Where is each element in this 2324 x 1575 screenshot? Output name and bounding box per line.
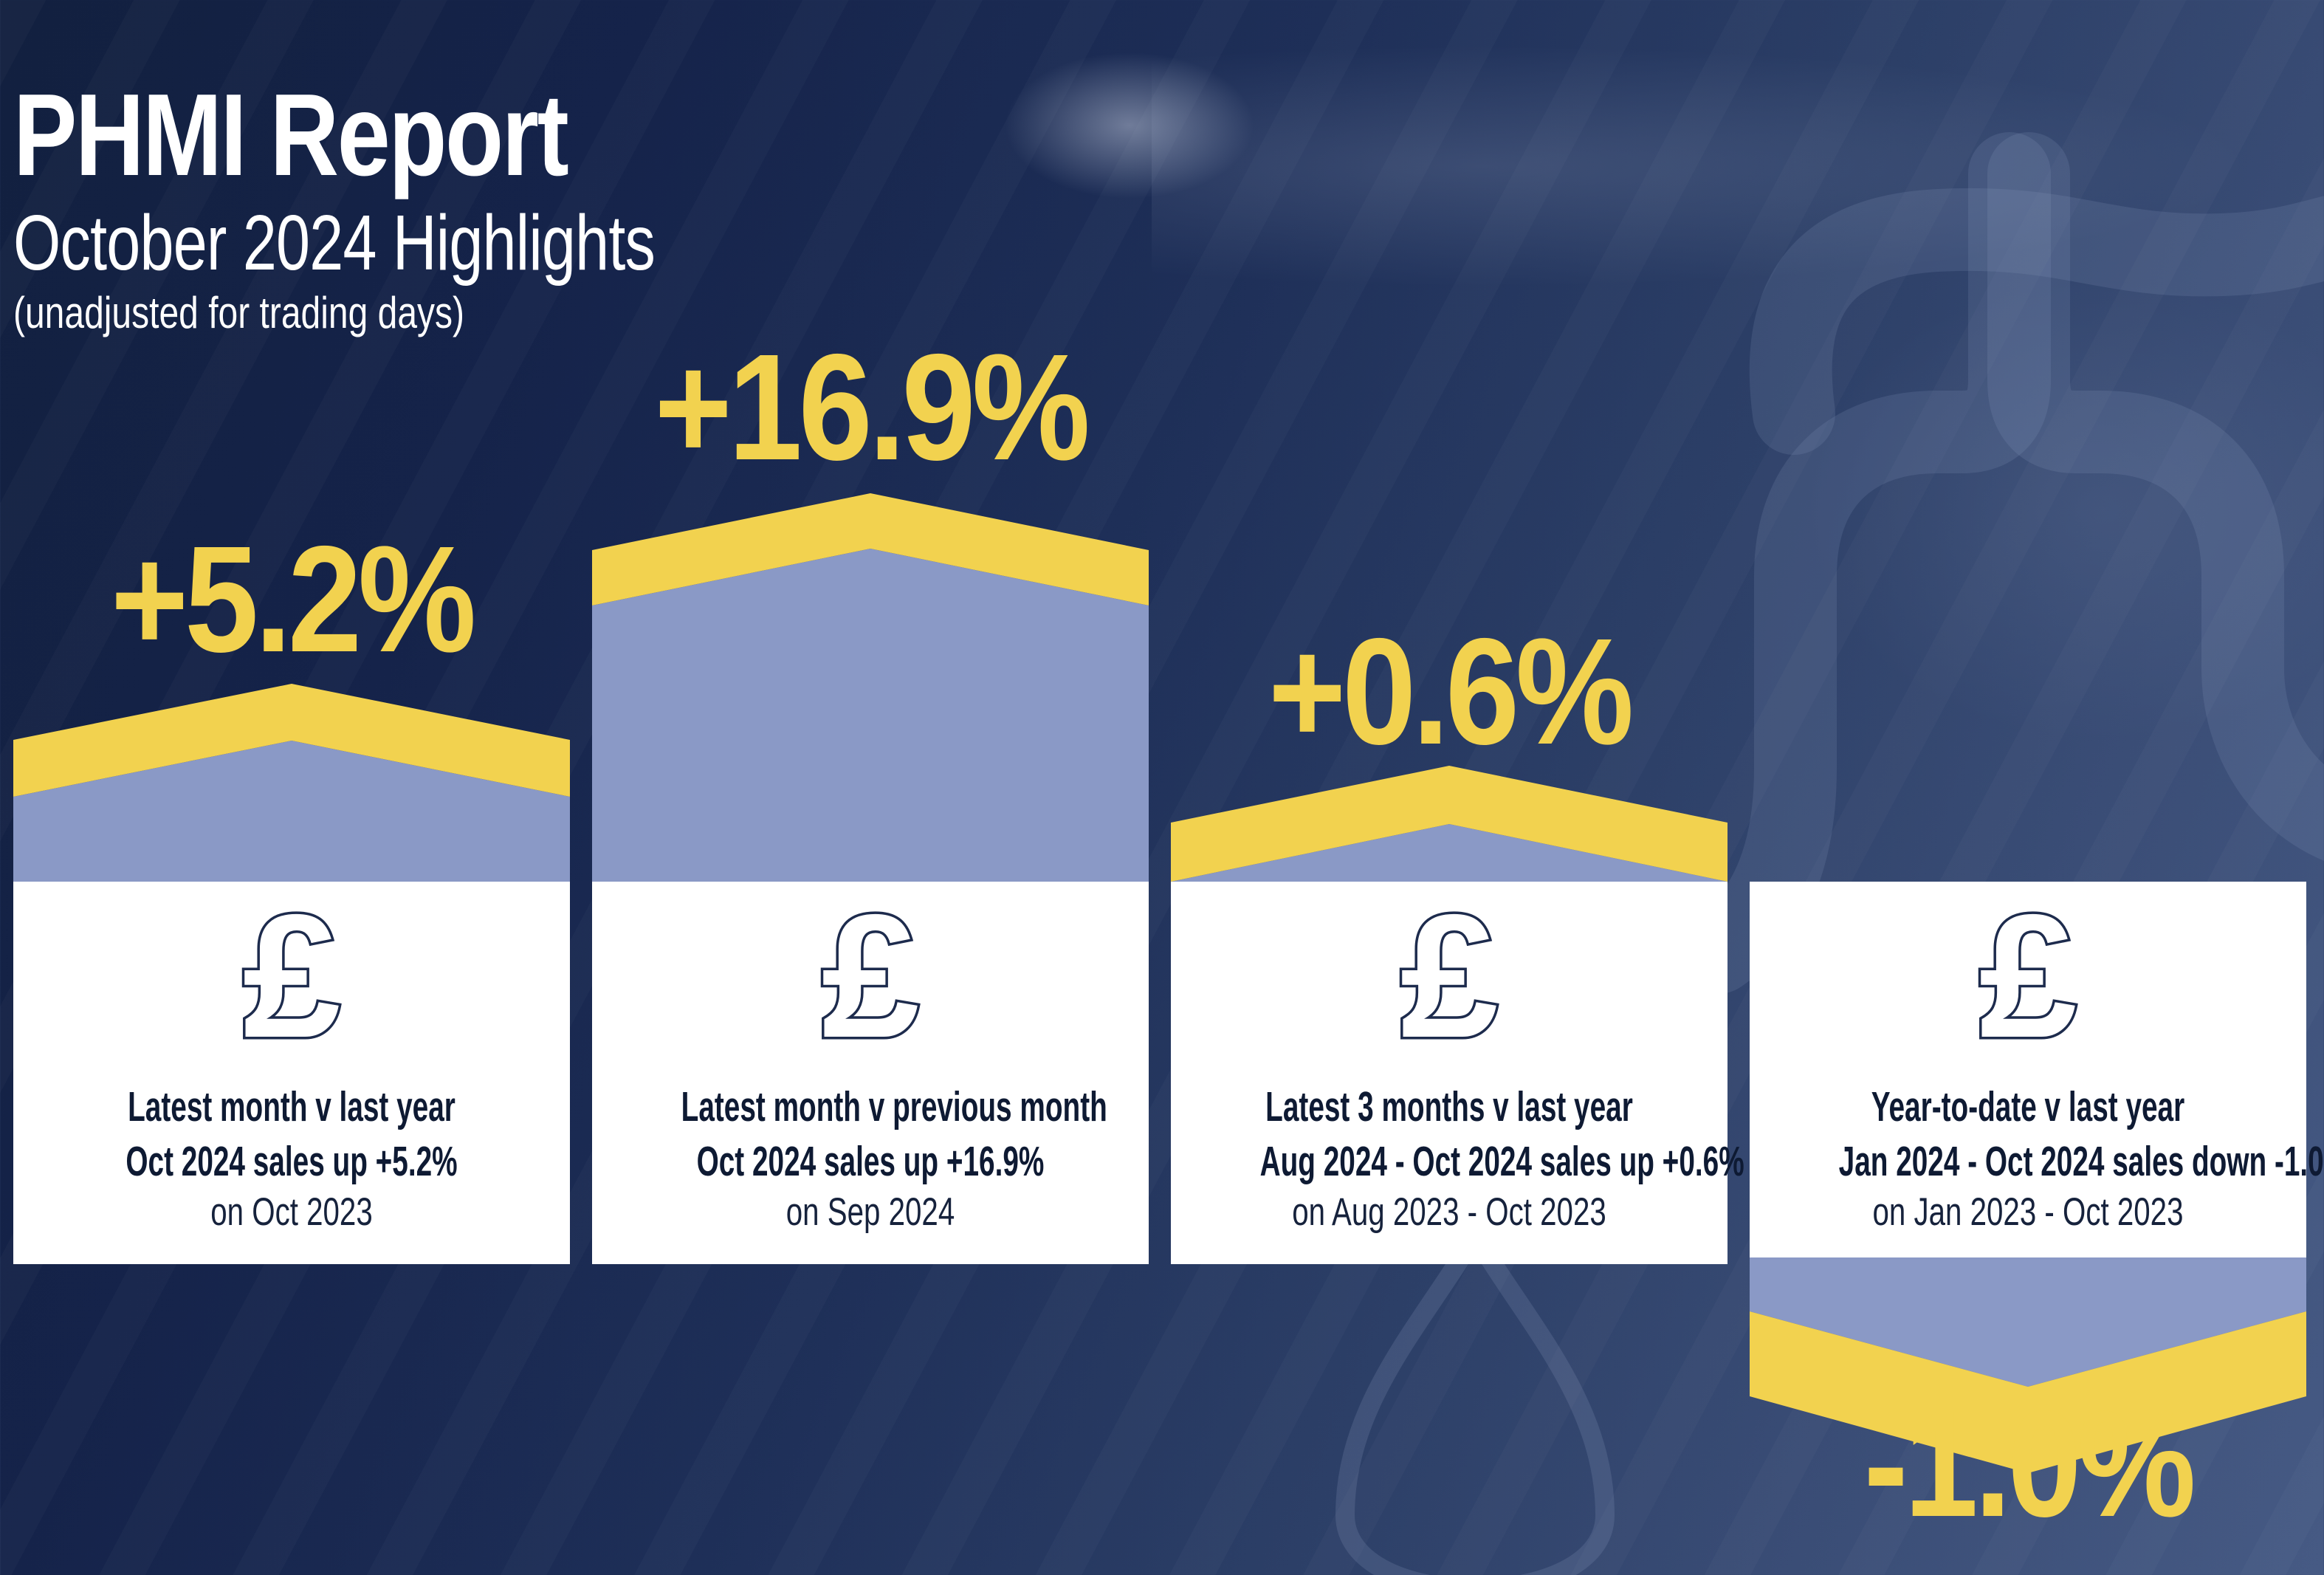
stat-card: £ Year-to-date v last year Jan 2024 - Oc… xyxy=(1750,882,2324,1257)
stat-column-latest-month-vs-previous-month: +16.9% £ Latest month v previous month O… xyxy=(592,0,1149,1575)
percent-label: +5.2% xyxy=(110,515,476,684)
percent-label: +0.6% xyxy=(1268,607,1634,776)
stat-heading: Latest month v last year xyxy=(128,1083,455,1130)
stat-comparison-line: on Aug 2023 - Oct 2023 xyxy=(1292,1190,1606,1234)
down-chevron-graphic xyxy=(1750,1257,2306,1473)
stat-comparison-line: on Oct 2023 xyxy=(210,1190,373,1234)
stat-value-line: Jan 2024 - Oct 2024 sales down -1.0% xyxy=(1838,1138,2324,1185)
stat-value-line: Oct 2024 sales up +16.9% xyxy=(696,1138,1045,1185)
svg-text:£: £ xyxy=(243,907,340,1066)
stat-heading: Latest 3 months v last year xyxy=(1265,1083,1633,1130)
trading-days-note: (unadjusted for trading days) xyxy=(13,288,465,337)
percent-label: -1.0% xyxy=(1863,1379,2196,1548)
stat-heading: Latest month v previous month xyxy=(681,1083,1107,1130)
page-subtitle: October 2024 Highlights xyxy=(13,199,656,286)
percent-label: +16.9% xyxy=(654,323,1090,492)
page-title: PHMI Report xyxy=(13,70,569,200)
stat-column-latest-month-vs-last-year: +5.2% £ Latest month v last year Oct 202… xyxy=(13,0,570,1575)
stat-heading: Year-to-date v last year xyxy=(1871,1083,2185,1130)
pound-sterling-icon: £ xyxy=(819,907,921,1066)
stat-comparison-line: on Jan 2023 - Oct 2023 xyxy=(1872,1190,2184,1234)
svg-text:£: £ xyxy=(822,907,919,1066)
pound-sterling-icon: £ xyxy=(1398,907,1500,1066)
up-chevron-graphic xyxy=(13,684,570,883)
stat-column-year-to-date-vs-last-year: £ Year-to-date v last year Jan 2024 - Oc… xyxy=(1750,0,2324,1575)
up-chevron-graphic xyxy=(592,493,1149,883)
stat-comparison-line: on Sep 2024 xyxy=(785,1190,955,1234)
stat-card: £ Latest month v previous month Oct 2024… xyxy=(592,882,1149,1264)
svg-text:£: £ xyxy=(1400,907,1498,1066)
stat-column-latest-3-months-vs-last-year: +0.6% £ Latest 3 months v last year Aug … xyxy=(1171,0,1744,1575)
stat-card: £ Latest month v last year Oct 2024 sale… xyxy=(13,882,570,1264)
svg-text:£: £ xyxy=(1979,907,2077,1066)
stat-value-line: Oct 2024 sales up +5.2% xyxy=(126,1138,458,1185)
up-chevron-graphic xyxy=(1171,766,1727,883)
stat-value-line: Aug 2024 - Oct 2024 sales up +0.6% xyxy=(1259,1138,1744,1185)
pound-sterling-icon: £ xyxy=(1976,907,2079,1066)
stat-card: £ Latest 3 months v last year Aug 2024 -… xyxy=(1171,882,1744,1264)
pound-sterling-icon: £ xyxy=(240,907,343,1066)
